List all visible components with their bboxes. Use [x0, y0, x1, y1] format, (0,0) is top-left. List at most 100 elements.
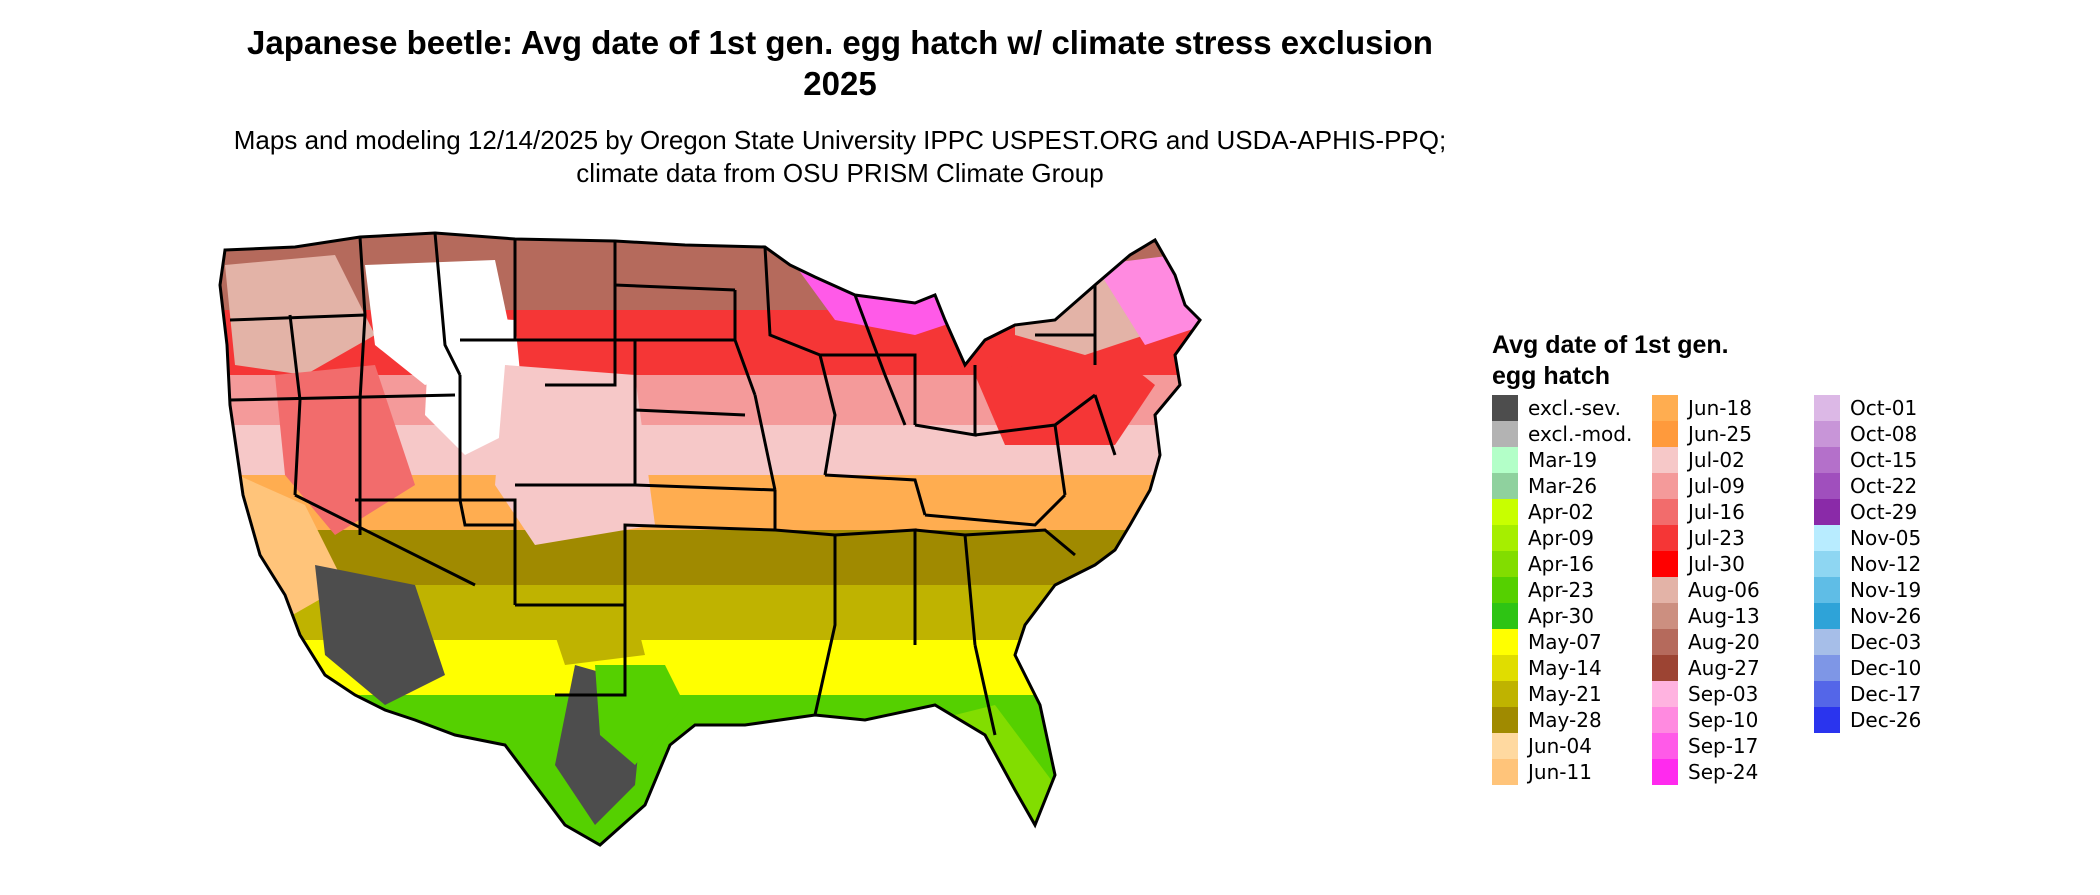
legend-swatch	[1652, 395, 1678, 421]
legend-label: Mar-19	[1528, 448, 1598, 472]
legend-label: Nov-05	[1850, 526, 1922, 550]
legend-swatch	[1814, 525, 1840, 551]
state-boundaries	[218, 231, 1202, 847]
legend-label: Dec-03	[1850, 630, 1922, 654]
legend-label: Nov-19	[1850, 578, 1922, 602]
legend-item: Jul-30	[1652, 551, 1822, 577]
legend-item: Oct-22	[1814, 473, 1984, 499]
legend-swatch	[1492, 447, 1518, 473]
map-title: Japanese beetle: Avg date of 1st gen. eg…	[247, 24, 1433, 102]
legend-swatch	[1492, 395, 1518, 421]
legend-label: May-14	[1528, 656, 1602, 680]
legend-swatch	[1652, 681, 1678, 707]
legend-label: Oct-08	[1850, 422, 1918, 446]
legend-label: Sep-24	[1688, 760, 1759, 784]
legend-swatch	[1814, 473, 1840, 499]
legend-item: Nov-26	[1814, 603, 1984, 629]
legend-label: excl.-mod.	[1528, 422, 1633, 446]
legend-item: Jun-18	[1652, 395, 1822, 421]
legend-item: Nov-05	[1814, 525, 1984, 551]
legend-swatch	[1492, 525, 1518, 551]
legend-label: Apr-02	[1528, 500, 1594, 524]
legend-swatch	[1652, 473, 1678, 499]
legend-swatch	[1652, 525, 1678, 551]
legend-item: Aug-06	[1652, 577, 1822, 603]
legend-title: Avg date of 1st gen. egg hatch	[1492, 331, 1729, 390]
legend-swatch	[1492, 421, 1518, 447]
legend-label: excl.-sev.	[1528, 396, 1621, 420]
legend-label: Apr-09	[1528, 526, 1594, 550]
legend-item: Jun-04	[1492, 733, 1662, 759]
legend-swatch	[1652, 733, 1678, 759]
legend-item: Sep-17	[1652, 733, 1822, 759]
legend-label: Sep-17	[1688, 734, 1759, 758]
legend-item: Mar-19	[1492, 447, 1662, 473]
legend-item: Apr-30	[1492, 603, 1662, 629]
legend-label: Apr-16	[1528, 552, 1594, 576]
legend-swatch	[1492, 603, 1518, 629]
us-egg-hatch-map	[215, 225, 1395, 895]
legend-item: May-14	[1492, 655, 1662, 681]
legend-label: Jul-02	[1688, 448, 1745, 472]
legend-label: Nov-26	[1850, 604, 1922, 628]
legend-item: Jul-23	[1652, 525, 1822, 551]
legend-item: Aug-20	[1652, 629, 1822, 655]
legend-swatch	[1492, 629, 1518, 655]
legend-item: Sep-03	[1652, 681, 1822, 707]
legend-swatch	[1492, 473, 1518, 499]
legend-swatch	[1814, 499, 1840, 525]
legend-item: Jul-09	[1652, 473, 1822, 499]
legend-swatch	[1492, 759, 1518, 785]
legend-label: Jul-23	[1688, 526, 1745, 550]
legend-swatch	[1652, 447, 1678, 473]
legend-swatch	[1814, 629, 1840, 655]
legend-label: Jun-04	[1528, 734, 1592, 758]
legend-swatch	[1652, 759, 1678, 785]
legend-label: Apr-23	[1528, 578, 1594, 602]
legend-swatch	[1814, 707, 1840, 733]
legend-item: Dec-10	[1814, 655, 1984, 681]
legend-label: Aug-20	[1688, 630, 1760, 654]
legend-label: Apr-30	[1528, 604, 1594, 628]
legend-label: Oct-15	[1850, 448, 1918, 472]
legend-item: Sep-10	[1652, 707, 1822, 733]
legend-swatch	[1652, 707, 1678, 733]
legend-label: Jul-30	[1688, 552, 1745, 576]
legend-item: Mar-26	[1492, 473, 1662, 499]
legend-label: Mar-26	[1528, 474, 1598, 498]
legend-item: Apr-09	[1492, 525, 1662, 551]
legend-swatch	[1492, 681, 1518, 707]
legend-item: Oct-01	[1814, 395, 1984, 421]
map-subtitle: Maps and modeling 12/14/2025 by Oregon S…	[233, 125, 1447, 188]
legend-label: Oct-29	[1850, 500, 1918, 524]
legend-item: Jul-02	[1652, 447, 1822, 473]
legend-item: Aug-13	[1652, 603, 1822, 629]
legend-swatch	[1814, 681, 1840, 707]
legend-swatch	[1652, 499, 1678, 525]
legend-item: Jun-25	[1652, 421, 1822, 447]
legend-item: excl.-sev.	[1492, 395, 1662, 421]
legend-item: May-21	[1492, 681, 1662, 707]
legend-label: May-28	[1528, 708, 1602, 732]
legend-swatch	[1814, 551, 1840, 577]
legend-item: Apr-16	[1492, 551, 1662, 577]
legend-swatch	[1492, 707, 1518, 733]
legend-label: Dec-26	[1850, 708, 1922, 732]
legend-item: excl.-mod.	[1492, 421, 1662, 447]
legend-label: Nov-12	[1850, 552, 1922, 576]
legend-item: Dec-17	[1814, 681, 1984, 707]
legend-swatch	[1814, 395, 1840, 421]
legend-label: Dec-17	[1850, 682, 1922, 706]
legend-item: Sep-24	[1652, 759, 1822, 785]
legend-swatch	[1814, 577, 1840, 603]
legend-swatch	[1652, 577, 1678, 603]
legend-label: Aug-27	[1688, 656, 1760, 680]
legend-swatch	[1652, 551, 1678, 577]
legend-item: Aug-27	[1652, 655, 1822, 681]
legend-swatch	[1492, 577, 1518, 603]
legend-swatch	[1652, 655, 1678, 681]
legend-swatch	[1492, 551, 1518, 577]
legend-label: Sep-10	[1688, 708, 1759, 732]
legend-item: Oct-29	[1814, 499, 1984, 525]
legend-swatch	[1814, 603, 1840, 629]
